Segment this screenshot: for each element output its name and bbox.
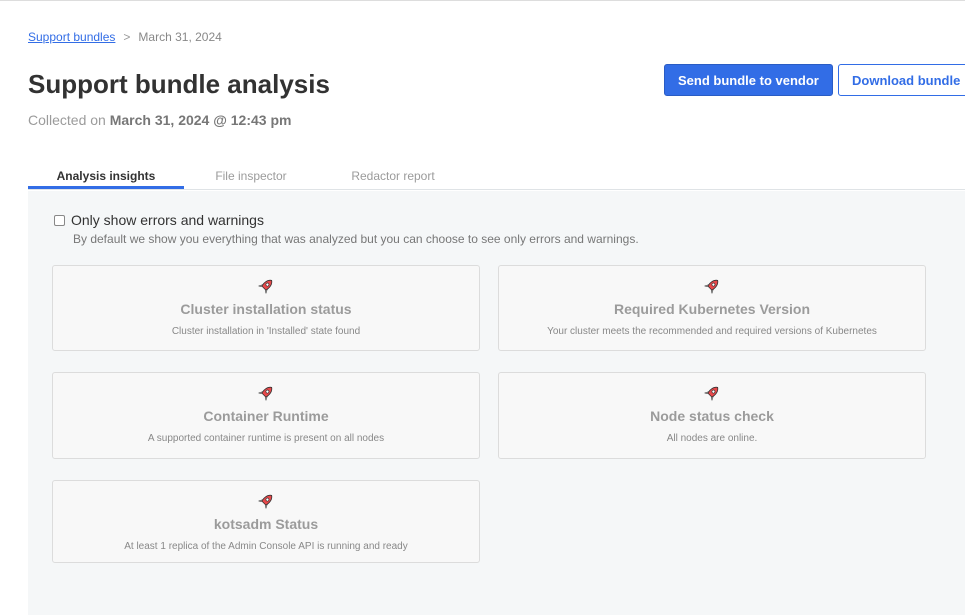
- card-title: Cluster installation status: [180, 301, 352, 317]
- rocket-icon: [53, 384, 479, 402]
- download-bundle-button[interactable]: Download bundle: [838, 64, 965, 96]
- rocket-icon: [53, 492, 479, 510]
- analysis-card: Node status check All nodes are online.: [498, 372, 926, 459]
- errors-only-checkbox[interactable]: Only show errors and warnings: [54, 212, 264, 228]
- tab-file-inspector[interactable]: File inspector: [215, 169, 287, 183]
- analysis-panel: Only show errors and warnings By default…: [28, 191, 965, 615]
- card-description: At least 1 replica of the Admin Console …: [124, 541, 408, 552]
- page-title: Support bundle analysis: [28, 69, 330, 99]
- breadcrumb-support-bundles-link[interactable]: Support bundles: [28, 30, 116, 44]
- card-description: All nodes are online.: [666, 433, 758, 444]
- card-title: kotsadm Status: [213, 516, 319, 532]
- card-description: A supported container runtime is present…: [147, 433, 385, 444]
- filter-hint: By default we show you everything that w…: [73, 232, 639, 246]
- rocket-icon: [499, 384, 925, 402]
- tab-redactor-report[interactable]: Redactor report: [351, 169, 435, 183]
- analysis-card: kotsadm Status At least 1 replica of the …: [52, 480, 480, 563]
- card-description: Cluster installation in 'Installed' stat…: [171, 326, 361, 337]
- analysis-card: Required Kubernetes Version Your cluster …: [498, 265, 926, 351]
- breadcrumb: Support bundles > March 31, 2024: [28, 30, 222, 44]
- collected-value: March 31, 2024 @ 12:43 pm: [109, 112, 292, 128]
- card-description: Your cluster meets the recommended and r…: [547, 326, 877, 337]
- analysis-card: Cluster installation status Cluster insta…: [52, 265, 480, 351]
- collected-date: Collected on March 31, 2024 @ 12:43 pm: [28, 112, 291, 128]
- card-title: Container Runtime: [203, 408, 329, 424]
- breadcrumb-current: March 31, 2024: [138, 30, 222, 44]
- rocket-icon: [53, 277, 479, 295]
- checkbox-box[interactable]: [54, 214, 65, 226]
- tab-bar: Analysis insights File inspector Redacto…: [28, 161, 965, 190]
- checkbox-label: Only show errors and warnings: [71, 212, 264, 228]
- card-title: Node status check: [650, 408, 774, 424]
- tab-analysis-insights[interactable]: Analysis insights: [28, 161, 184, 189]
- rocket-icon: [499, 277, 925, 295]
- breadcrumb-separator: >: [123, 30, 131, 44]
- card-title: Required Kubernetes Version: [613, 301, 811, 317]
- analysis-card: Container Runtime A supported container r…: [52, 372, 480, 459]
- send-bundle-button[interactable]: Send bundle to vendor: [664, 64, 833, 96]
- collected-label: Collected on: [28, 112, 106, 128]
